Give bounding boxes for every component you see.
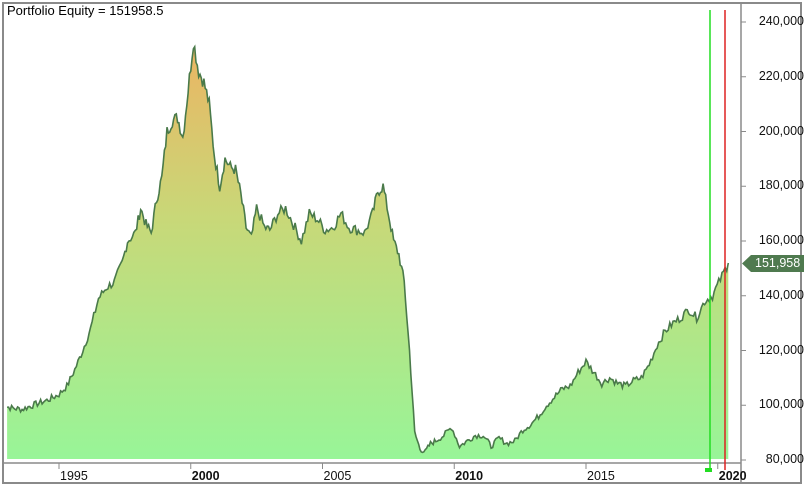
last-value-text: 151,958 xyxy=(755,255,801,270)
equity-fill xyxy=(7,46,729,460)
price-axis-ticks xyxy=(741,21,746,461)
price-label-200000: 200,000 xyxy=(758,123,804,138)
time-label-1995: 1995 xyxy=(60,469,88,483)
vertical-markers xyxy=(705,10,726,472)
last-value-arrow-icon xyxy=(742,254,804,272)
price-label-180000: 180,000 xyxy=(758,178,804,193)
price-label-240000: 240,000 xyxy=(758,14,804,28)
price-label-220000: 220,000 xyxy=(758,68,804,83)
price-label-100000: 100,000 xyxy=(758,397,804,412)
green-marker-handle[interactable] xyxy=(705,468,712,472)
chart-title: Portfolio Equity = 151958.5 xyxy=(7,3,164,18)
equity-line xyxy=(7,44,730,454)
time-axis-ticks xyxy=(58,463,719,469)
price-label-160000: 160,000 xyxy=(758,233,804,247)
time-label-2020: 2020 xyxy=(718,469,747,483)
time-label-2015: 2015 xyxy=(587,469,615,483)
equity-area xyxy=(7,44,730,460)
price-label-140000: 140,000 xyxy=(758,287,804,302)
price-label-120000: 120,000 xyxy=(758,342,804,357)
time-label-2005: 2005 xyxy=(323,469,352,483)
time-label-2000: 2000 xyxy=(191,469,220,483)
price-label-80000: 80,000 xyxy=(765,452,804,466)
time-label-2010: 2010 xyxy=(455,469,484,483)
